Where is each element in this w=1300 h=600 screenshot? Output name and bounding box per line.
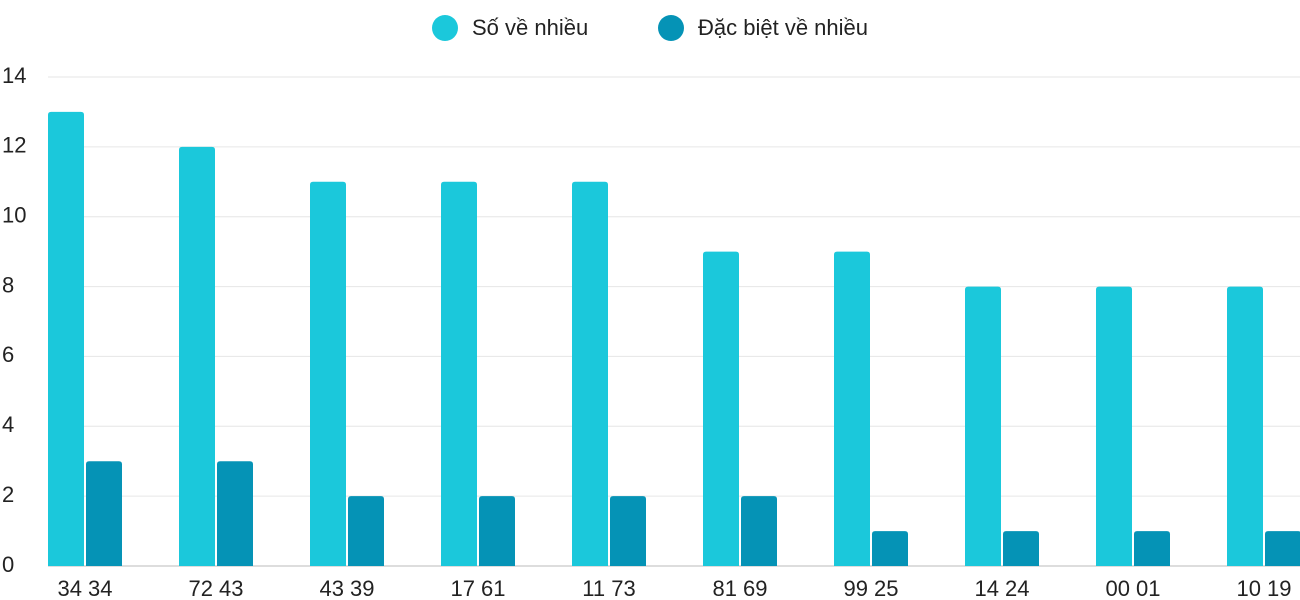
x-tick-label: 11 73 bbox=[582, 576, 635, 600]
legend-marker bbox=[658, 15, 684, 41]
bar bbox=[1134, 531, 1170, 566]
bar bbox=[703, 251, 739, 566]
bar bbox=[1265, 531, 1300, 566]
bar bbox=[872, 531, 908, 566]
x-tick-label: 99 25 bbox=[843, 576, 898, 600]
bar bbox=[572, 181, 608, 567]
bar bbox=[48, 111, 84, 566]
legend-marker bbox=[432, 15, 458, 41]
y-tick-label: 4 bbox=[2, 412, 14, 437]
bar bbox=[479, 496, 515, 566]
legend-label: Số về nhiều bbox=[472, 15, 588, 40]
bar bbox=[217, 461, 253, 566]
x-tick-label: 10 19 bbox=[1236, 576, 1291, 600]
bar bbox=[348, 496, 384, 566]
bar bbox=[1003, 531, 1039, 566]
bar bbox=[441, 181, 477, 567]
x-tick-label: 43 39 bbox=[319, 576, 374, 600]
bar bbox=[1096, 286, 1132, 566]
legend-label: Đặc biệt về nhiều bbox=[698, 15, 868, 40]
y-tick-label: 12 bbox=[2, 133, 26, 158]
x-tick-label: 17 61 bbox=[450, 576, 505, 600]
bar bbox=[965, 286, 1001, 566]
bar bbox=[610, 496, 646, 566]
y-tick-label: 0 bbox=[2, 552, 14, 577]
bar bbox=[741, 496, 777, 566]
x-tick-label: 00 01 bbox=[1105, 576, 1160, 600]
bar bbox=[179, 146, 215, 566]
y-tick-label: 10 bbox=[2, 203, 26, 228]
x-tick-label: 72 43 bbox=[188, 576, 243, 600]
bar bbox=[834, 251, 870, 566]
x-tick-label: 34 34 bbox=[57, 576, 112, 600]
y-tick-label: 6 bbox=[2, 342, 14, 367]
y-tick-label: 14 bbox=[2, 63, 26, 88]
bar bbox=[310, 181, 346, 567]
y-tick-label: 8 bbox=[2, 272, 14, 297]
bar bbox=[1227, 286, 1263, 566]
x-tick-label: 14 24 bbox=[974, 576, 1029, 600]
y-tick-label: 2 bbox=[2, 482, 14, 507]
bar bbox=[86, 461, 122, 566]
x-tick-label: 81 69 bbox=[712, 576, 767, 600]
